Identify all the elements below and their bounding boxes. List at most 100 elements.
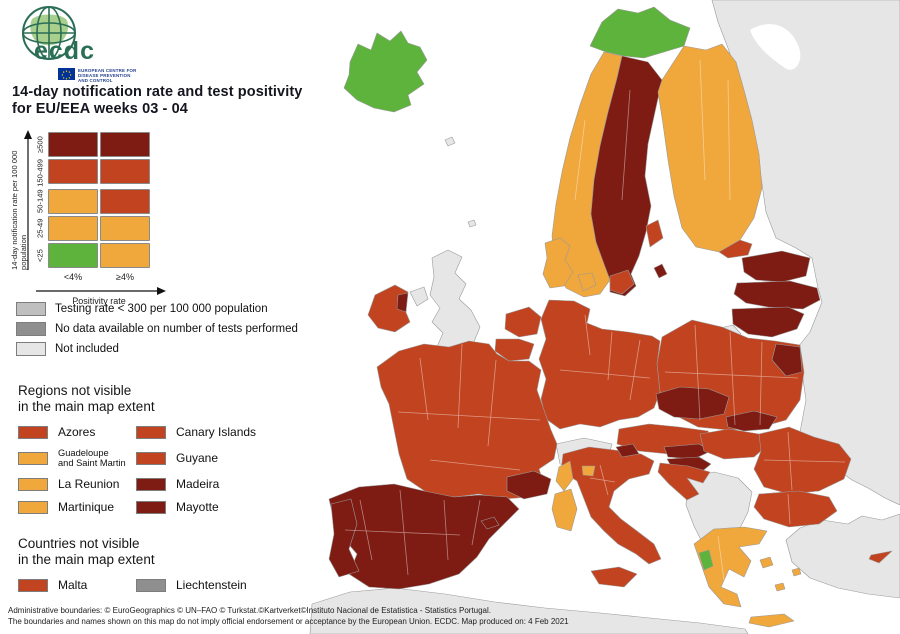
map-region-romania: [753, 426, 852, 495]
map-region-iceland: [343, 30, 428, 113]
matrix-cell-brick: [100, 188, 150, 214]
status-legend-item: No data available on number of tests per…: [16, 322, 298, 336]
map-region-netherlands: [504, 306, 542, 338]
globe-icon: [22, 6, 76, 60]
legend-label: Liechtenstein: [176, 578, 247, 592]
status-label: Not included: [55, 343, 119, 355]
matrix-cell-brick: [100, 159, 150, 184]
legend-item: Madeira: [136, 477, 286, 491]
map-region-greece: [693, 526, 768, 608]
legend-label: Guyane: [176, 451, 219, 465]
map-region-united-kingdom: [429, 249, 481, 353]
legend-item: Malta: [18, 578, 136, 592]
legend-item: Canary Islands: [136, 425, 286, 439]
legend-label: Malta: [58, 578, 88, 592]
map-region-corsica: [555, 460, 574, 492]
map-region-aegean-island-2: [774, 582, 786, 592]
map-region-norway-north: [589, 6, 691, 59]
matrix-row-label: ≥500: [35, 136, 45, 153]
matrix-row: 150-499: [34, 159, 150, 187]
legend-item: Guyane: [136, 448, 286, 468]
matrix-row-label: <25: [35, 248, 45, 262]
legend-label: Azores: [58, 425, 96, 439]
status-swatch: [16, 302, 46, 316]
map-region-denmark-zealand: [577, 272, 597, 292]
matrix-cell-orange: [100, 242, 150, 268]
map-region-ticino: [581, 465, 596, 477]
legend-swatch: [18, 425, 48, 439]
y-axis-arrow-icon: [24, 130, 32, 270]
map-region-aegean-island-3: [791, 567, 802, 577]
matrix-cell-orange: [100, 215, 150, 241]
matrix-row-label: 150-499: [35, 159, 45, 187]
matrix-cell-dark: [100, 132, 150, 157]
regions-legend-grid: Azores Canary Islands Guadeloupe and Saint…: [18, 425, 286, 514]
map-region-slovakia: [725, 410, 778, 432]
matrix-cell-green: [48, 242, 98, 268]
attribution-line-1: Administrative boundaries: © EuroGeograp…: [8, 606, 492, 615]
legend-item: Liechtenstein: [136, 578, 286, 592]
matrix-cell-orange: [48, 188, 98, 214]
map-region-balearic-islands: [480, 516, 500, 530]
map-region-aegean-island-1: [759, 556, 774, 569]
legend-swatch: [18, 477, 48, 491]
countries-not-visible-panel: Countries not visible in the main map ex…: [18, 536, 286, 592]
legend-swatch: [136, 578, 166, 592]
matrix-row: 50-149: [34, 188, 150, 214]
map-region-provence: [506, 470, 552, 500]
map-region-sardinia: [551, 488, 578, 532]
map-region-bulgaria: [753, 490, 838, 528]
matrix-cell-dark: [48, 132, 98, 157]
map-region-france: [376, 340, 558, 500]
legend-label: La Reunion: [58, 477, 120, 491]
map-region-northern-ireland: [409, 286, 429, 307]
matrix-row-label: 50-149: [35, 189, 45, 214]
legend-swatch: [18, 500, 48, 514]
map-region-hungary: [699, 428, 770, 460]
legend-swatch: [136, 500, 166, 514]
legend-swatch: [18, 451, 48, 465]
eu-flag-icon: [58, 68, 75, 80]
map-region-czechia: [655, 386, 730, 420]
legend-item: Azores: [18, 425, 136, 439]
x-axis-arrow-icon: [36, 287, 166, 295]
map-region-ionian-islands: [698, 549, 714, 571]
countries-panel-title: Countries not visible in the main map ex…: [18, 536, 155, 567]
matrix-row: ≥500: [34, 132, 150, 157]
matrix-cell-brick: [48, 159, 98, 184]
countries-legend-grid: Malta Liechtenstein: [18, 578, 286, 592]
subregion-borders: [344, 59, 846, 581]
map-region-germany: [538, 299, 661, 430]
map-region-sweden: [590, 55, 663, 297]
matrix-row: <25: [34, 242, 150, 268]
map-region-portugal: [328, 498, 360, 578]
map-attribution: Administrative boundaries: © EuroGeograp…: [8, 606, 896, 627]
legend-item: Martinique: [18, 500, 136, 514]
legend-label: Guadeloupe and Saint Martin: [58, 448, 126, 468]
map-region-crete: [748, 613, 795, 628]
map-region-spain: [328, 483, 520, 590]
status-legend: Testing rate < 300 per 100 000 populatio…: [16, 302, 298, 356]
map-region-italy: [560, 446, 662, 565]
org-name: EUROPEAN CENTRE FOR DISEASE PREVENTION A…: [78, 68, 137, 83]
legend-swatch: [136, 451, 166, 465]
map-region-sweden-stockholm: [645, 219, 664, 248]
map-region-austria-south: [663, 443, 712, 460]
map-region-italy-northeast: [615, 443, 640, 458]
map-region-shetland-islands: [467, 219, 477, 228]
map-region-poland-east: [771, 343, 803, 377]
regions-not-visible-panel: Regions not visible in the main map exte…: [18, 383, 286, 514]
title-line-2: for EU/EEA weeks 03 - 04: [12, 101, 188, 117]
map-region-sicily: [590, 566, 638, 588]
x-axis-label: Positivity rate: [72, 296, 126, 306]
map-region-croatia: [657, 462, 711, 501]
map-region-latvia: [733, 280, 821, 310]
ecdc-logo: ecdc EUROPEAN CENTRE FOR DISEASE PREVENT…: [18, 5, 148, 83]
map-region-sweden-south: [609, 269, 635, 295]
legend-swatch: [136, 425, 166, 439]
matrix-row: 25-49: [34, 215, 150, 241]
legend-label: Madeira: [176, 477, 220, 491]
map-region-faroe-islands: [444, 136, 456, 147]
